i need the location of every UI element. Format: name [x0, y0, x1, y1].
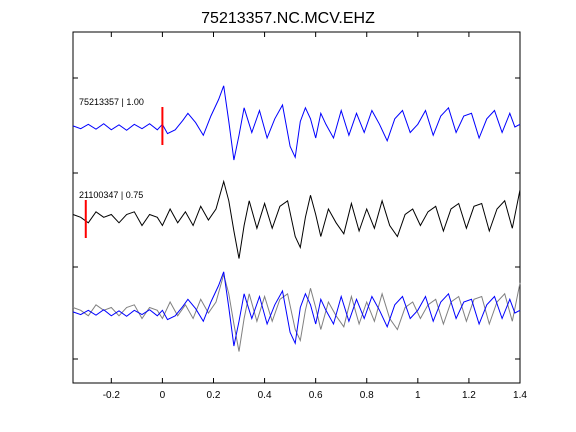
waveform-master-panel-1 [72, 85, 521, 161]
pick-markers-layer [84, 107, 164, 238]
x-tick-label-4: 0.4 [258, 390, 272, 401]
trace-label-panel-2: 21100347 | 0.75 [79, 190, 143, 200]
x-tick-label-2: 0 [160, 390, 166, 401]
waveform-master-panel-3 [72, 271, 521, 347]
waveform-aligned-panel-3 [72, 272, 521, 352]
x-tick-label-8: 1.2 [462, 390, 476, 401]
chart-title: 75213357.NC.MCV.EHZ [201, 10, 375, 27]
y-ticks-layer [73, 77, 520, 360]
x-tick-label-7: 1 [415, 390, 421, 401]
x-tick-label-6: 0.8 [360, 390, 374, 401]
x-tick-label-9: 1.4 [513, 390, 527, 401]
traces-layer [72, 85, 521, 352]
x-tick-label-1: -0.2 [103, 390, 121, 401]
x-axis-ticks-layer: -0.2 0 0.2 0.4 0.6 0.8 1 1.2 1.4 [103, 32, 527, 401]
x-tick-label-5: 0.6 [309, 390, 323, 401]
plot-frame [72, 31, 521, 384]
trace-labels-layer: 75213357 | 1.00 21100347 | 0.75 [79, 97, 144, 200]
trace-label-panel-1: 75213357 | 1.00 [79, 97, 144, 107]
waveform-aligned-panel-2 [72, 179, 521, 259]
x-tick-label-3: 0.2 [207, 390, 221, 401]
